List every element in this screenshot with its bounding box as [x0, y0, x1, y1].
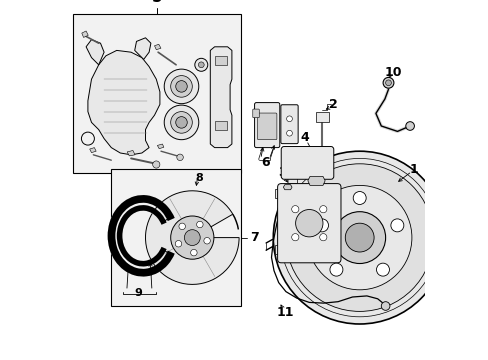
- FancyBboxPatch shape: [281, 147, 333, 179]
- Circle shape: [285, 164, 433, 311]
- Circle shape: [381, 302, 389, 310]
- Circle shape: [175, 117, 187, 128]
- Circle shape: [345, 223, 373, 252]
- Circle shape: [376, 263, 388, 276]
- Polygon shape: [81, 31, 88, 37]
- Circle shape: [333, 212, 385, 264]
- FancyBboxPatch shape: [280, 105, 298, 144]
- Polygon shape: [307, 176, 325, 185]
- Circle shape: [179, 223, 185, 230]
- Text: 8: 8: [195, 173, 203, 183]
- Text: 1: 1: [408, 163, 417, 176]
- Text: 10: 10: [383, 66, 401, 78]
- Bar: [214, 121, 227, 130]
- Polygon shape: [134, 38, 151, 59]
- FancyBboxPatch shape: [252, 109, 259, 118]
- Circle shape: [307, 185, 411, 290]
- Circle shape: [194, 58, 207, 71]
- Bar: [214, 56, 227, 65]
- FancyBboxPatch shape: [254, 103, 279, 148]
- Text: 3: 3: [278, 166, 286, 179]
- Wedge shape: [145, 191, 239, 284]
- Circle shape: [196, 221, 203, 228]
- Text: 9: 9: [135, 288, 142, 298]
- Polygon shape: [157, 144, 163, 149]
- Circle shape: [286, 116, 292, 122]
- Circle shape: [291, 206, 298, 213]
- Bar: [73, 14, 241, 173]
- Circle shape: [184, 230, 200, 246]
- Circle shape: [203, 238, 210, 244]
- Circle shape: [170, 76, 192, 97]
- Circle shape: [295, 210, 322, 237]
- Circle shape: [291, 234, 298, 241]
- Circle shape: [175, 81, 187, 92]
- Text: 11: 11: [276, 306, 293, 319]
- Circle shape: [280, 158, 438, 317]
- Polygon shape: [86, 40, 104, 65]
- Circle shape: [175, 240, 182, 247]
- Text: 7: 7: [249, 231, 258, 244]
- Bar: [275, 189, 284, 198]
- Text: 6: 6: [261, 156, 269, 169]
- Circle shape: [390, 219, 403, 232]
- Polygon shape: [210, 47, 231, 148]
- Circle shape: [319, 234, 326, 241]
- Circle shape: [405, 122, 413, 130]
- Circle shape: [170, 112, 192, 133]
- Polygon shape: [154, 44, 161, 50]
- Text: 2: 2: [329, 98, 338, 111]
- FancyBboxPatch shape: [277, 184, 340, 263]
- Circle shape: [319, 206, 326, 213]
- Circle shape: [315, 219, 328, 232]
- Bar: [275, 245, 284, 254]
- Circle shape: [352, 192, 366, 204]
- Bar: [315, 112, 328, 122]
- FancyBboxPatch shape: [287, 177, 297, 184]
- Circle shape: [198, 62, 204, 68]
- Polygon shape: [88, 50, 160, 155]
- Circle shape: [385, 80, 390, 86]
- Circle shape: [286, 130, 292, 136]
- Bar: [111, 169, 241, 306]
- Circle shape: [170, 216, 213, 259]
- FancyBboxPatch shape: [257, 113, 276, 140]
- Polygon shape: [89, 148, 96, 153]
- Circle shape: [190, 249, 197, 256]
- Circle shape: [329, 263, 342, 276]
- Polygon shape: [127, 150, 135, 156]
- Circle shape: [152, 161, 160, 168]
- Circle shape: [177, 154, 183, 161]
- Circle shape: [382, 77, 393, 88]
- Circle shape: [164, 105, 199, 140]
- Polygon shape: [283, 185, 291, 190]
- Text: 4: 4: [300, 131, 309, 144]
- Text: 5: 5: [152, 0, 162, 5]
- Circle shape: [273, 151, 445, 324]
- Circle shape: [164, 69, 199, 104]
